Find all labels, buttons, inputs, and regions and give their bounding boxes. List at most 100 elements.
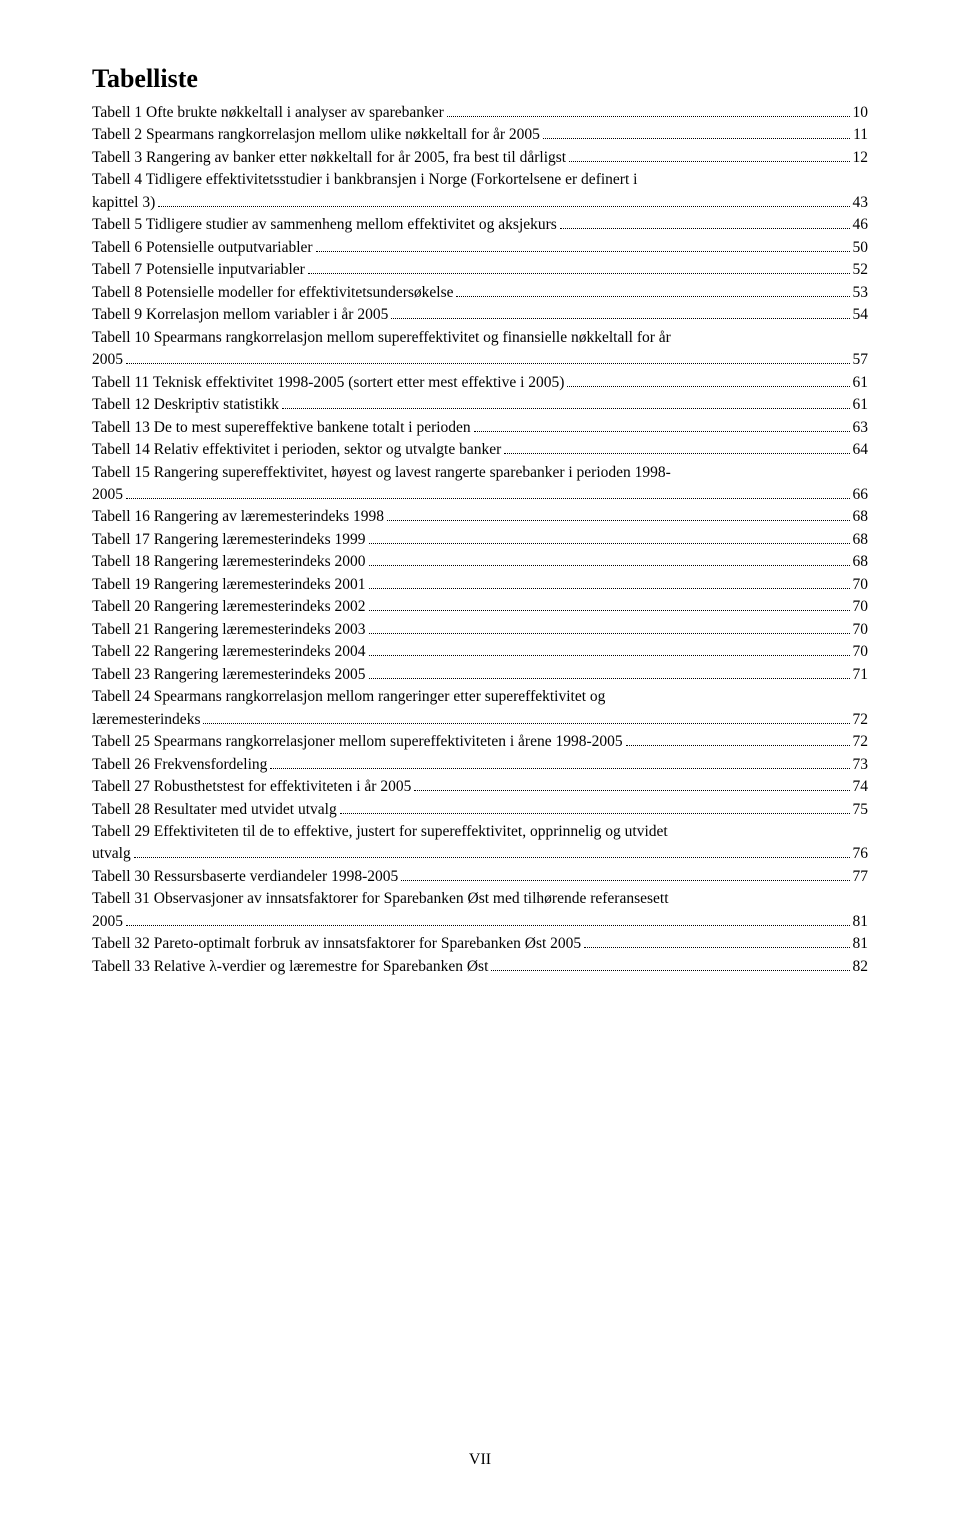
toc-entry-page: 57 xyxy=(853,349,869,371)
toc-entry-label: Tabell 22 Rangering læremesterindeks 200… xyxy=(92,641,366,663)
toc-leader-dots xyxy=(569,161,849,162)
toc-entry: 200581 xyxy=(92,911,868,933)
toc-entry-page: 70 xyxy=(853,619,869,641)
toc-entry: Tabell 24 Spearmans rangkorrelasjon mell… xyxy=(92,686,868,708)
toc-entry-label: Tabell 1 Ofte brukte nøkkeltall i analys… xyxy=(92,102,444,124)
toc-entry-label: Tabell 24 Spearmans rangkorrelasjon mell… xyxy=(92,686,605,708)
toc-leader-dots xyxy=(414,790,849,791)
toc-entry-label: Tabell 14 Relativ effektivitet i periode… xyxy=(92,439,501,461)
toc-entry-page: 81 xyxy=(853,933,869,955)
toc-entry: Tabell 1 Ofte brukte nøkkeltall i analys… xyxy=(92,102,868,124)
toc-entry-label: Tabell 17 Rangering læremesterindeks 199… xyxy=(92,529,366,551)
toc-leader-dots xyxy=(126,498,850,499)
toc-entry: utvalg76 xyxy=(92,843,868,865)
toc-entry: Tabell 4 Tidligere effektivitetsstudier … xyxy=(92,169,868,191)
toc-entry-label: Tabell 3 Rangering av banker etter nøkke… xyxy=(92,147,566,169)
toc-entry-label: Tabell 6 Potensielle outputvariabler xyxy=(92,237,313,259)
toc-entry: Tabell 11 Teknisk effektivitet 1998-2005… xyxy=(92,372,868,394)
toc-leader-dots xyxy=(391,318,849,319)
toc-entry-label: 2005 xyxy=(92,911,123,933)
toc-entry-label: Tabell 8 Potensielle modeller for effekt… xyxy=(92,282,453,304)
toc-leader-dots xyxy=(504,453,849,454)
toc-entry: 2005 57 xyxy=(92,349,868,371)
toc-leader-dots xyxy=(126,925,850,926)
toc-entry: Tabell 23 Rangering læremesterindeks 200… xyxy=(92,664,868,686)
toc-entry-label: Tabell 10 Spearmans rangkorrelasjon mell… xyxy=(92,327,671,349)
toc-entry-label: Tabell 28 Resultater med utvidet utvalg xyxy=(92,799,337,821)
toc-leader-dots xyxy=(387,520,849,521)
toc-entry-label: Tabell 2 Spearmans rangkorrelasjon mello… xyxy=(92,124,540,146)
toc-entry-page: 68 xyxy=(853,529,869,551)
toc-entry-page: 68 xyxy=(853,551,869,573)
toc-entry: Tabell 25 Spearmans rangkorrelasjoner me… xyxy=(92,731,868,753)
toc-entry: Tabell 10 Spearmans rangkorrelasjon mell… xyxy=(92,327,868,349)
toc-entry-page: 70 xyxy=(853,641,869,663)
toc-entry-page: 72 xyxy=(853,709,869,731)
toc-entry-page: 77 xyxy=(853,866,869,888)
toc-entry: Tabell 13 De to mest supereffektive bank… xyxy=(92,417,868,439)
toc-entry-label: Tabell 32 Pareto-optimalt forbruk av inn… xyxy=(92,933,581,955)
toc-entry-label: Tabell 25 Spearmans rangkorrelasjoner me… xyxy=(92,731,623,753)
toc-entry-page: 70 xyxy=(853,596,869,618)
toc-entry-page: 82 xyxy=(853,956,869,978)
toc-entry: Tabell 29 Effektiviteten til de to effek… xyxy=(92,821,868,843)
toc-leader-dots xyxy=(282,408,849,409)
toc-entry-page: 63 xyxy=(853,417,869,439)
toc-entry: Tabell 7 Potensielle inputvariabler 52 xyxy=(92,259,868,281)
toc-entry-label: Tabell 33 Relative λ-verdier og læremest… xyxy=(92,956,488,978)
toc-entry-label: 2005 xyxy=(92,484,123,506)
toc-entry: Tabell 33 Relative λ-verdier og læremest… xyxy=(92,956,868,978)
toc-entry-label: Tabell 16 Rangering av læremesterindeks … xyxy=(92,506,384,528)
toc-entry-label: Tabell 19 Rangering læremesterindeks 200… xyxy=(92,574,366,596)
toc-entry-page: 70 xyxy=(853,574,869,596)
toc-entry: Tabell 20 Rangering læremesterindeks 200… xyxy=(92,596,868,618)
toc-entry-page: 61 xyxy=(853,372,869,394)
toc-entry-page: 68 xyxy=(853,506,869,528)
toc-leader-dots xyxy=(456,296,849,297)
toc-leader-dots xyxy=(369,610,850,611)
toc-entry-page: 53 xyxy=(853,282,869,304)
toc-entry-label: Tabell 30 Ressursbaserte verdiandeler 19… xyxy=(92,866,398,888)
toc-leader-dots xyxy=(369,655,850,656)
toc-entry: Tabell 22 Rangering læremesterindeks 200… xyxy=(92,641,868,663)
toc-entry: 200566 xyxy=(92,484,868,506)
toc-entry-label: kapittel 3) xyxy=(92,192,155,214)
toc-leader-dots xyxy=(369,565,850,566)
toc-leader-dots xyxy=(270,768,849,769)
toc-leader-dots xyxy=(369,588,850,589)
toc-entry: Tabell 3 Rangering av banker etter nøkke… xyxy=(92,147,868,169)
toc-entry-page: 52 xyxy=(853,259,869,281)
page-title: Tabelliste xyxy=(92,64,868,94)
toc-leader-dots xyxy=(474,431,850,432)
toc-entry-page: 11 xyxy=(853,124,868,146)
toc-entry-label: Tabell 31 Observasjoner av innsatsfaktor… xyxy=(92,888,669,910)
toc-entry-label: Tabell 21 Rangering læremesterindeks 200… xyxy=(92,619,366,641)
toc-entry: Tabell 6 Potensielle outputvariabler50 xyxy=(92,237,868,259)
toc-entry-label: Tabell 20 Rangering læremesterindeks 200… xyxy=(92,596,366,618)
toc-leader-dots xyxy=(340,813,850,814)
toc-entry-label: 2005 xyxy=(92,349,123,371)
toc-entry-page: 43 xyxy=(853,192,869,214)
toc-entry-page: 10 xyxy=(853,102,869,124)
toc-entry-label: Tabell 23 Rangering læremesterindeks 200… xyxy=(92,664,366,686)
toc-entry-page: 54 xyxy=(853,304,869,326)
page-number: VII xyxy=(0,1451,960,1469)
toc-entry: Tabell 19 Rangering læremesterindeks 200… xyxy=(92,574,868,596)
toc-entry-label: læremesterindeks xyxy=(92,709,200,731)
toc-entry-page: 64 xyxy=(853,439,869,461)
toc-entry: Tabell 26 Frekvensfordeling73 xyxy=(92,754,868,776)
toc-entry-page: 72 xyxy=(853,731,869,753)
toc-leader-dots xyxy=(369,543,850,544)
toc-entry: Tabell 9 Korrelasjon mellom variabler i … xyxy=(92,304,868,326)
toc-entry: Tabell 12 Deskriptiv statistikk61 xyxy=(92,394,868,416)
toc-leader-dots xyxy=(543,138,850,139)
toc-entry: Tabell 8 Potensielle modeller for effekt… xyxy=(92,282,868,304)
toc-entry-page: 71 xyxy=(853,664,869,686)
toc-entry-label: Tabell 15 Rangering supereffektivitet, h… xyxy=(92,462,671,484)
toc-leader-dots xyxy=(584,947,849,948)
toc-entry-page: 75 xyxy=(853,799,869,821)
toc-entry-label: Tabell 7 Potensielle inputvariabler xyxy=(92,259,305,281)
toc-entry: Tabell 27 Robusthetstest for effektivite… xyxy=(92,776,868,798)
toc-leader-dots xyxy=(308,273,850,274)
toc-leader-dots xyxy=(203,723,849,724)
